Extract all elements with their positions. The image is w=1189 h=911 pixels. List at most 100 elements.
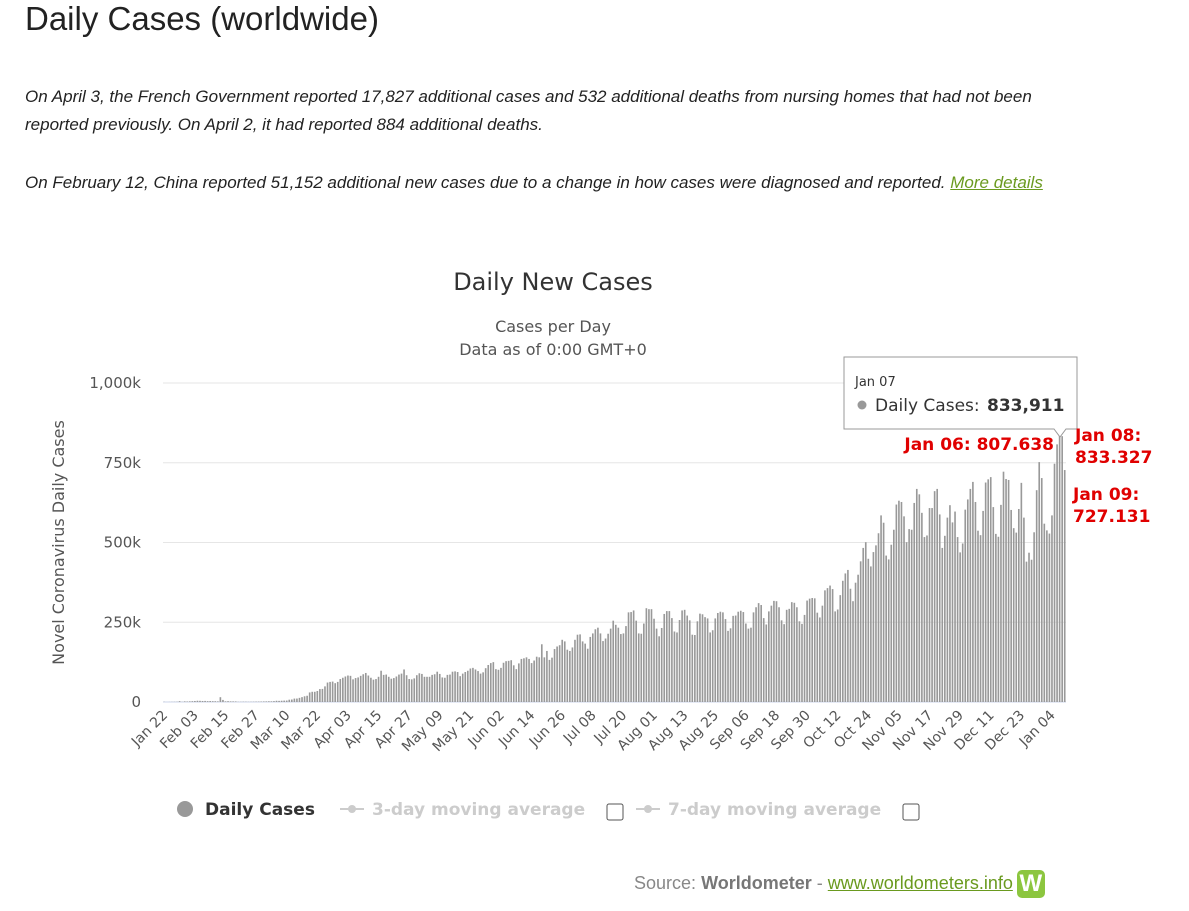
bar bbox=[301, 697, 303, 702]
bar bbox=[604, 638, 607, 702]
note-text: On February 12, China reported 51,152 ad… bbox=[25, 173, 946, 192]
bar bbox=[607, 633, 609, 702]
bar bbox=[854, 582, 857, 702]
checkbox[interactable] bbox=[902, 803, 920, 821]
note: On April 3, the French Government report… bbox=[25, 87, 1032, 134]
bar bbox=[926, 535, 928, 702]
bar bbox=[1000, 504, 1002, 702]
bar bbox=[579, 634, 581, 702]
bar bbox=[676, 632, 678, 702]
bar bbox=[768, 611, 770, 702]
bar bbox=[941, 547, 944, 702]
bar bbox=[747, 628, 750, 702]
bar bbox=[632, 610, 635, 702]
bar bbox=[903, 516, 905, 702]
bar bbox=[334, 683, 336, 702]
bar bbox=[972, 481, 974, 702]
bar bbox=[995, 533, 997, 702]
bar bbox=[961, 543, 964, 702]
bar bbox=[658, 636, 660, 702]
bar bbox=[533, 660, 535, 702]
bar bbox=[745, 623, 747, 702]
bar bbox=[816, 612, 819, 702]
bar bbox=[824, 590, 826, 702]
bar bbox=[1040, 478, 1043, 702]
bar bbox=[581, 641, 584, 702]
bar bbox=[696, 621, 699, 702]
bar bbox=[785, 609, 788, 702]
more-details-link[interactable]: More details bbox=[950, 173, 1043, 192]
bar bbox=[933, 491, 936, 702]
bar bbox=[342, 677, 344, 702]
bar bbox=[620, 634, 622, 702]
bar bbox=[765, 624, 768, 702]
bar bbox=[523, 658, 525, 702]
bar bbox=[1010, 509, 1012, 702]
bar bbox=[489, 663, 492, 702]
bar bbox=[306, 695, 308, 702]
bar bbox=[954, 511, 956, 702]
bar bbox=[630, 612, 632, 702]
bar bbox=[446, 674, 449, 702]
legend-label: 7-day moving average bbox=[668, 800, 881, 820]
y-tick-label: 1,000k bbox=[89, 374, 141, 392]
bar bbox=[857, 574, 859, 702]
bar bbox=[880, 515, 882, 702]
bar bbox=[885, 555, 887, 702]
bar bbox=[597, 627, 599, 702]
bar bbox=[423, 676, 426, 702]
bar bbox=[385, 674, 388, 702]
bar bbox=[724, 619, 727, 702]
bar bbox=[622, 633, 625, 702]
bar bbox=[928, 508, 931, 702]
logo[interactable]: W bbox=[1016, 870, 1045, 898]
bar bbox=[739, 610, 742, 702]
y-tick-label: 0 bbox=[131, 693, 141, 711]
source-link[interactable]: www.worldometers.info bbox=[827, 872, 1013, 893]
annotation: Jan 08: bbox=[1074, 426, 1141, 446]
bar bbox=[755, 607, 757, 702]
bar bbox=[380, 670, 382, 702]
bar bbox=[944, 535, 946, 702]
bar bbox=[390, 678, 393, 702]
bar bbox=[951, 522, 954, 702]
bar bbox=[571, 647, 574, 702]
bar bbox=[811, 598, 814, 702]
bar bbox=[209, 701, 212, 702]
bar bbox=[796, 607, 798, 702]
bar bbox=[492, 662, 495, 702]
bar bbox=[716, 612, 719, 702]
bar bbox=[890, 544, 893, 702]
bar bbox=[1063, 470, 1066, 702]
bar bbox=[543, 657, 546, 702]
bar bbox=[841, 580, 844, 702]
bar bbox=[872, 552, 875, 702]
bar bbox=[393, 678, 395, 702]
legend-label: Daily Cases bbox=[205, 800, 315, 820]
bar bbox=[701, 614, 704, 702]
legend-symbol bbox=[177, 801, 193, 817]
bar bbox=[563, 641, 566, 702]
bar bbox=[291, 699, 293, 702]
bar bbox=[329, 681, 331, 702]
bar bbox=[592, 633, 594, 702]
legend-label: 3-day moving average bbox=[372, 800, 585, 820]
note: On February 12, China reported 51,152 ad… bbox=[25, 169, 1065, 197]
bar bbox=[273, 701, 275, 702]
bar bbox=[395, 676, 398, 702]
bar bbox=[773, 600, 775, 702]
bar bbox=[910, 529, 913, 702]
bar bbox=[285, 700, 288, 702]
bar bbox=[553, 649, 556, 702]
checkbox[interactable] bbox=[606, 803, 624, 821]
bar bbox=[418, 673, 421, 702]
bar bbox=[887, 559, 890, 702]
bar bbox=[650, 609, 653, 702]
bar bbox=[1015, 532, 1018, 702]
bar bbox=[788, 608, 791, 702]
bar bbox=[1058, 435, 1061, 702]
bar bbox=[451, 671, 454, 702]
bar bbox=[711, 630, 714, 702]
bar bbox=[487, 664, 490, 702]
bar bbox=[535, 656, 538, 702]
